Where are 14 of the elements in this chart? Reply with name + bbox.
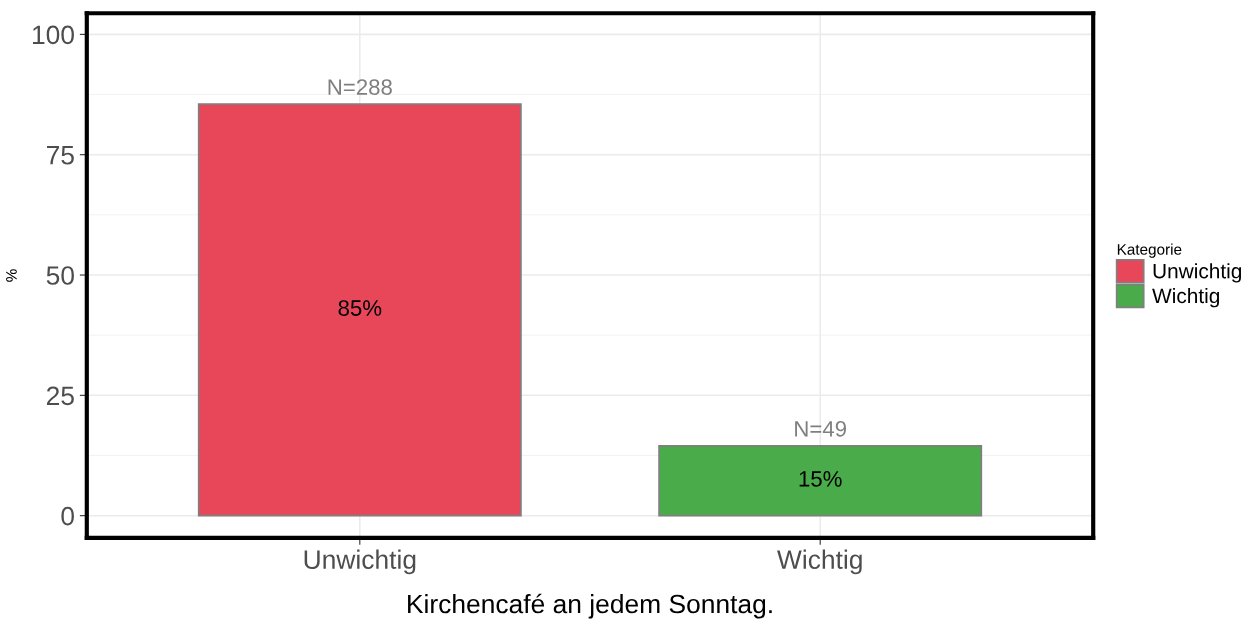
legend-title: Kategorie xyxy=(1117,243,1182,258)
y-tick-label: 25 xyxy=(46,386,74,406)
y-tick-label: 75 xyxy=(47,146,74,165)
y-tick-label: 50 xyxy=(46,266,74,285)
annotation: N=49 xyxy=(795,420,847,437)
x-axis-title: Kirchencafé an jedem Sonntag. xyxy=(408,593,772,619)
annotation: N=288 xyxy=(328,79,392,95)
y-tick-label: 100 xyxy=(32,25,74,45)
data-label: 85% xyxy=(338,300,382,316)
y-axis-title: % xyxy=(6,269,17,282)
legend-label: Unwichtig xyxy=(1153,263,1242,283)
y-tick-label: 0 xyxy=(61,506,74,526)
legend-label: Wichtig xyxy=(1152,287,1219,308)
data-label: 15% xyxy=(799,471,842,487)
